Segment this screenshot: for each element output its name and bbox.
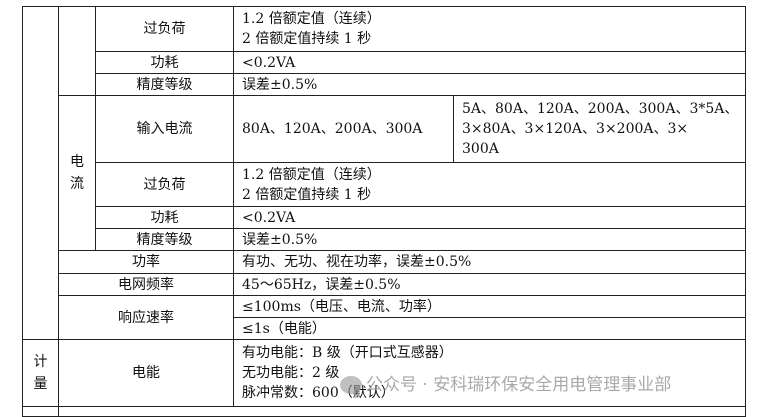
c-accuracy-label: 精度等级	[95, 228, 234, 251]
energy-value: 有功电能：B 级（开口式互感器） 无功电能：2 级脉冲常数：600（默认）	[233, 339, 746, 407]
voltage-group-cell	[58, 6, 96, 96]
watermark: 公众号 · 安科瑞环保安全用电管理事业部	[340, 370, 671, 395]
next-row-cell	[58, 406, 746, 417]
c-input-value-a: 80A、120A、200A、300A	[233, 95, 454, 163]
c-input-value-b: 5A、80A、120A、200A、300A、3*5A、 3×80A、3×120A、…	[453, 95, 746, 163]
v-power-value: <0.2VA	[233, 51, 746, 74]
group-cell-empty	[22, 6, 59, 340]
spec-table: 过负荷 1.2 倍额定值（连续） 2 倍额定值持续 1 秒 功耗 <0.2VA 精…	[22, 6, 746, 417]
c-power-label: 功耗	[95, 206, 234, 229]
current-group-label: 电流	[58, 95, 96, 251]
power-value: 有功、无功、视在功率，误差±0.5%	[233, 250, 746, 274]
c-accuracy-value: 误差±0.5%	[233, 228, 746, 251]
energy-label: 电能	[58, 339, 234, 407]
watermark-text: 公众号 · 安科瑞环保安全用电管理事业部	[366, 375, 672, 395]
response-value-1: ≤100ms（电压、电流、功率）	[233, 295, 746, 318]
c-overload-value: 1.2 倍额定值（连续） 2 倍额定值持续 1 秒	[233, 162, 746, 207]
next-row-cell	[22, 406, 59, 417]
response-value-2: ≤1s（电能）	[233, 317, 746, 340]
metering-group-label: 计量	[22, 339, 59, 407]
v-power-label: 功耗	[95, 51, 234, 74]
c-overload-label: 过负荷	[95, 162, 234, 207]
power-label: 功率	[58, 250, 234, 274]
c-input-label: 输入电流	[95, 95, 234, 163]
v-accuracy-label: 精度等级	[95, 73, 234, 96]
v-overload-value: 1.2 倍额定值（连续） 2 倍额定值持续 1 秒	[233, 6, 746, 52]
wechat-icon	[340, 376, 362, 394]
v-overload-label: 过负荷	[95, 6, 234, 52]
v-accuracy-value: 误差±0.5%	[233, 73, 746, 96]
response-label: 响应速率	[58, 295, 234, 340]
frequency-label: 电网频率	[58, 273, 234, 296]
frequency-value: 45～65Hz，误差±0.5%	[233, 273, 746, 296]
c-power-value: <0.2VA	[233, 206, 746, 229]
